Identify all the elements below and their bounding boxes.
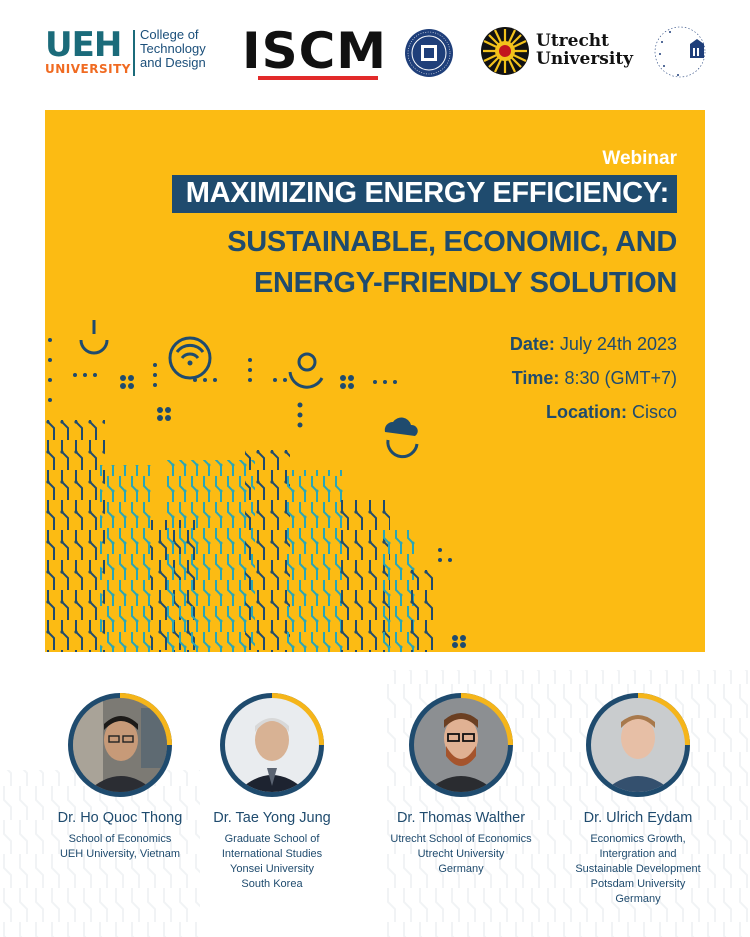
potsdam-seal-icon <box>654 26 706 78</box>
speaker-photo <box>65 690 175 800</box>
speaker-affiliation: School of Economics UEH University, Viet… <box>35 832 205 862</box>
speaker-photo <box>217 690 327 800</box>
speaker-name: Dr. Ulrich Eydam <box>583 810 693 826</box>
affiliation-line: International Studies <box>221 848 323 860</box>
ueh-college-name: College of Technology and Design <box>140 28 250 70</box>
event-location-value: Cisco <box>631 402 677 422</box>
affiliation-line: Intergration and <box>599 848 677 860</box>
circuit-city-illustration <box>45 320 466 652</box>
speaker-card: Dr. Ulrich Eydam Economics Growth, Inter… <box>553 690 723 907</box>
ueh-logo: UEH UNIVERSITY College of Technology and… <box>45 25 206 76</box>
webinar-label: Webinar <box>602 148 677 169</box>
event-time-value: 8:30 (GMT+7) <box>564 368 677 388</box>
speaker-card: Dr. Ho Quoc Thong School of Economics UE… <box>35 690 205 862</box>
affiliation-line: South Korea <box>241 878 303 890</box>
gear-icon <box>288 352 324 389</box>
event-date: Date: July 24th 2023 <box>510 334 677 355</box>
title-line-3: ENERGY-FRIENDLY SOLUTION <box>253 267 677 299</box>
iscm-logo-bar <box>258 76 378 80</box>
affiliation-line: Utrecht University <box>417 848 505 860</box>
event-location: Location: Cisco <box>546 402 677 423</box>
ueh-college-line3: and Design <box>140 55 206 70</box>
plug-icon <box>79 320 109 355</box>
affiliation-line: Graduate School of <box>224 833 320 845</box>
affiliation-line: Germany <box>438 863 484 875</box>
affiliation-line: Sustainable Development <box>575 863 701 875</box>
ueh-college-line1: College of <box>140 27 199 42</box>
affiliation-line: School of Economics <box>68 833 172 845</box>
speaker-name: Dr. Ho Quoc Thong <box>57 810 183 826</box>
ueh-logo-sub: UNIVERSITY <box>45 62 131 76</box>
event-location-label: Location: <box>545 402 627 422</box>
speaker-card: Dr. Thomas Walther Utrecht School of Eco… <box>376 690 546 877</box>
utrecht-wordmark: Utrecht University <box>536 32 633 68</box>
title-lines-2-3: SUSTAINABLE, ECONOMIC, AND ENERGY-FRIEND… <box>227 222 677 304</box>
cloud-icon <box>384 417 419 459</box>
affiliation-line: Yonsei University <box>230 863 314 875</box>
event-date-label: Date: <box>509 334 555 354</box>
avatar <box>73 698 167 792</box>
affiliation-line: Germany <box>615 893 661 905</box>
speaker-photo <box>583 690 693 800</box>
webinar-banner: Webinar MAXIMIZING ENERGY EFFICIENCY: SU… <box>45 110 705 652</box>
speaker-affiliation: Economics Growth, Intergration and Susta… <box>553 832 723 907</box>
speaker-name: Dr. Tae Yong Jung <box>213 810 331 826</box>
partner-logos: UEH UNIVERSITY College of Technology and… <box>0 0 750 108</box>
iscm-logo: ISCM <box>242 22 388 80</box>
title-line-2: SUSTAINABLE, ECONOMIC, AND <box>227 226 677 258</box>
background-circuit-pattern <box>0 670 750 937</box>
avatar <box>225 698 319 792</box>
ueh-logo-main: UEH <box>45 25 122 65</box>
utrecht-seal-icon <box>481 27 529 75</box>
event-time: Time: 8:30 (GMT+7) <box>512 368 677 389</box>
ueh-logo-divider <box>133 30 135 76</box>
utrecht-line1: Utrecht <box>536 31 610 51</box>
affiliation-line: Utrecht School of Economics <box>390 833 532 845</box>
speaker-name: Dr. Thomas Walther <box>396 810 526 826</box>
utrecht-line2: University <box>536 49 634 69</box>
avatar <box>591 698 685 792</box>
avatar <box>414 698 508 792</box>
wifi-icon <box>168 336 212 380</box>
affiliation-line: UEH University, Vietnam <box>59 848 181 860</box>
affiliation-line: Potsdam University <box>590 878 686 890</box>
speaker-card: Dr. Tae Yong Jung Graduate School of Int… <box>187 690 357 892</box>
event-time-label: Time: <box>511 368 560 388</box>
affiliation-line: Economics Growth, <box>590 833 686 845</box>
ueh-college-line2: Technology <box>140 41 206 56</box>
yonsei-seal-icon <box>405 29 453 77</box>
title-line-1: MAXIMIZING ENERGY EFFICIENCY: <box>171 175 677 213</box>
speaker-photo <box>406 690 516 800</box>
speaker-affiliation: Utrecht School of Economics Utrecht Univ… <box>376 832 546 877</box>
speaker-affiliation: Graduate School of International Studies… <box>187 832 357 892</box>
event-date-value: July 24th 2023 <box>559 334 677 354</box>
